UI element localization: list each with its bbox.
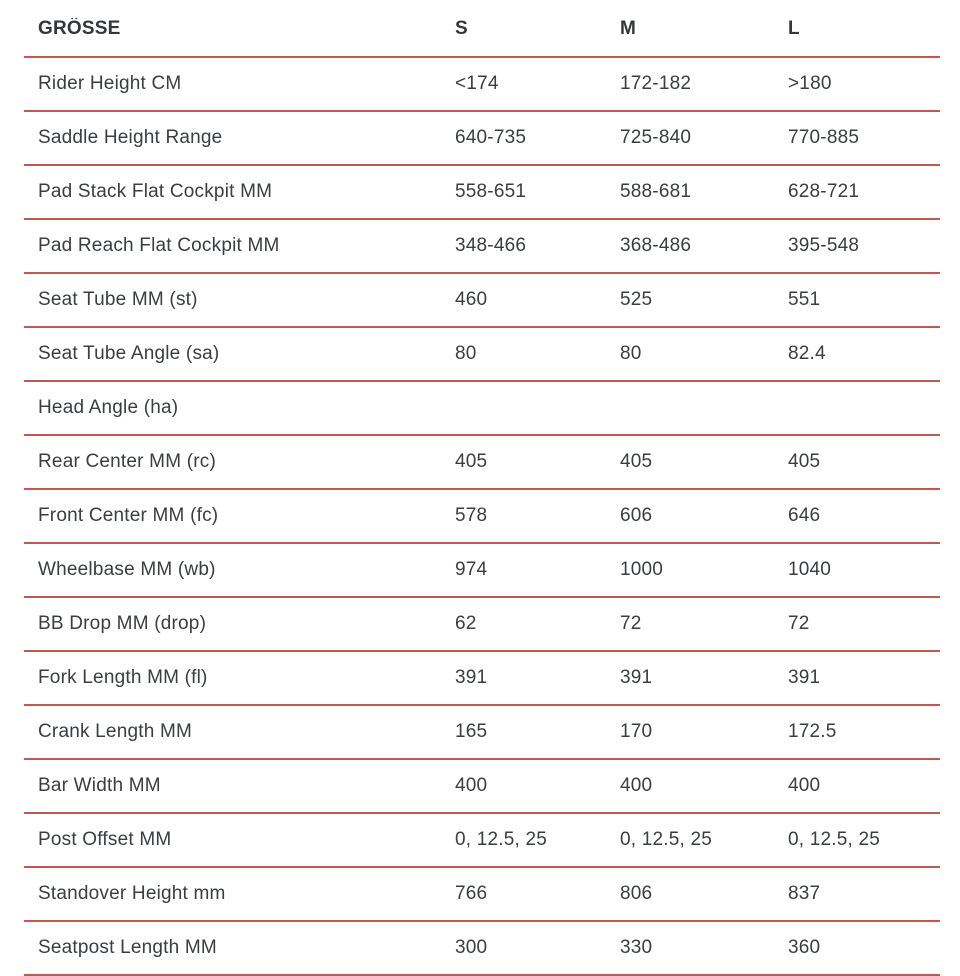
cell-value: 368-486	[620, 235, 692, 256]
header-col-s: S	[455, 18, 468, 39]
cell-value: 0, 12.5, 25	[620, 829, 712, 850]
table-row: Rider Height CM <174 172-182 >180	[24, 58, 940, 112]
cell-value: 0, 12.5, 25	[455, 829, 547, 850]
cell-value: 172-182	[620, 73, 692, 94]
cell-value: 405	[620, 451, 653, 472]
cell-value: 400	[620, 775, 653, 796]
table-row: Bar Width MM 400 400 400	[24, 760, 940, 814]
cell-value: 1040	[788, 559, 832, 580]
row-label: Rear Center MM (rc)	[38, 451, 216, 472]
table-row: Standover Height mm 766 806 837	[24, 868, 940, 922]
row-label: Fork Length MM (fl)	[38, 667, 208, 688]
cell-value: 391	[455, 667, 488, 688]
cell-value: 395-548	[788, 235, 860, 256]
cell-value: 525	[620, 289, 653, 310]
cell-value: 606	[620, 505, 653, 526]
cell-value: 551	[788, 289, 821, 310]
cell-value: 770-885	[788, 127, 860, 148]
cell-value: 0, 12.5, 25	[788, 829, 880, 850]
cell-value: 640-735	[455, 127, 527, 148]
cell-value: 391	[620, 667, 653, 688]
header-col-l: L	[788, 18, 800, 39]
table-row: Pad Stack Flat Cockpit MM 558-651 588-681 6…	[24, 166, 940, 220]
table-row: Seat Tube MM (st) 460 525 551	[24, 274, 940, 328]
row-label: BB Drop MM (drop)	[38, 613, 207, 634]
cell-value: 400	[788, 775, 821, 796]
cell-value: 170	[620, 721, 653, 742]
table-row: BB Drop MM (drop) 62 72 72	[24, 598, 940, 652]
cell-value: 806	[620, 883, 653, 904]
cell-value: 837	[788, 883, 821, 904]
table-body: Rider Height CM <174 172-182 >180 Saddle Hei…	[24, 58, 940, 976]
table-row: Pad Reach Flat Cockpit MM 348-466 368-486 3…	[24, 220, 940, 274]
cell-value: 82.4	[788, 343, 826, 364]
cell-value: 628-721	[788, 181, 860, 202]
row-label: Crank Length MM	[38, 721, 193, 742]
row-label: Wheelbase MM (wb)	[38, 559, 216, 580]
row-label: Post Offset MM	[38, 829, 172, 850]
cell-value: 974	[455, 559, 488, 580]
cell-value: 400	[455, 775, 488, 796]
row-label: Pad Stack Flat Cockpit MM	[38, 181, 273, 202]
row-label: Standover Height mm	[38, 883, 226, 904]
table-row: Head Angle (ha)	[24, 382, 940, 436]
row-label: Pad Reach Flat Cockpit MM	[38, 235, 280, 256]
row-label: Rider Height CM	[38, 73, 182, 94]
cell-value: 172.5	[788, 721, 837, 742]
cell-value: 725-840	[620, 127, 692, 148]
table-row: Crank Length MM 165 170 172.5	[24, 706, 940, 760]
table-row: Wheelbase MM (wb) 974 1000 1040	[24, 544, 940, 598]
cell-value: 766	[455, 883, 488, 904]
cell-value: 360	[788, 937, 821, 958]
cell-value: 348-466	[455, 235, 527, 256]
row-label: Bar Width MM	[38, 775, 161, 796]
table-row: Saddle Height Range 640-735 725-840 770-885	[24, 112, 940, 166]
row-label: Seatpost Length MM	[38, 937, 217, 958]
cell-value: 646	[788, 505, 821, 526]
cell-value: 80	[455, 343, 477, 364]
geometry-table: GRÖSSE S M L Rider Height CM <174 172-182 >…	[24, 2, 940, 976]
cell-value: 558-651	[455, 181, 527, 202]
cell-value: 588-681	[620, 181, 692, 202]
cell-value: 330	[620, 937, 653, 958]
cell-value: >180	[788, 73, 832, 94]
cell-value: 72	[620, 613, 642, 634]
row-label: Seat Tube MM (st)	[38, 289, 198, 310]
table-header-row: GRÖSSE S M L	[24, 2, 940, 58]
row-label: Front Center MM (fc)	[38, 505, 219, 526]
cell-value: 300	[455, 937, 488, 958]
cell-value: 460	[455, 289, 488, 310]
cell-value: 72	[788, 613, 810, 634]
cell-value: 62	[455, 613, 477, 634]
table-row: Rear Center MM (rc) 405 405 405	[24, 436, 940, 490]
cell-value: 578	[455, 505, 488, 526]
row-label: Head Angle (ha)	[38, 397, 179, 418]
cell-value: 1000	[620, 559, 664, 580]
cell-value: <174	[455, 73, 499, 94]
header-col-m: M	[620, 18, 637, 39]
cell-value: 80	[620, 343, 642, 364]
table-row: Fork Length MM (fl) 391 391 391	[24, 652, 940, 706]
table-row: Front Center MM (fc) 578 606 646	[24, 490, 940, 544]
row-label: Saddle Height Range	[38, 127, 223, 148]
header-size-label: GRÖSSE	[38, 18, 121, 39]
cell-value: 391	[788, 667, 821, 688]
cell-value: 405	[788, 451, 821, 472]
cell-value: 405	[455, 451, 488, 472]
cell-value: 165	[455, 721, 488, 742]
table-row: Post Offset MM 0, 12.5, 25 0, 12.5, 25 0, 1…	[24, 814, 940, 868]
table-row: Seatpost Length MM 300 330 360	[24, 922, 940, 976]
row-label: Seat Tube Angle (sa)	[38, 343, 220, 364]
table-row: Seat Tube Angle (sa) 80 80 82.4	[24, 328, 940, 382]
